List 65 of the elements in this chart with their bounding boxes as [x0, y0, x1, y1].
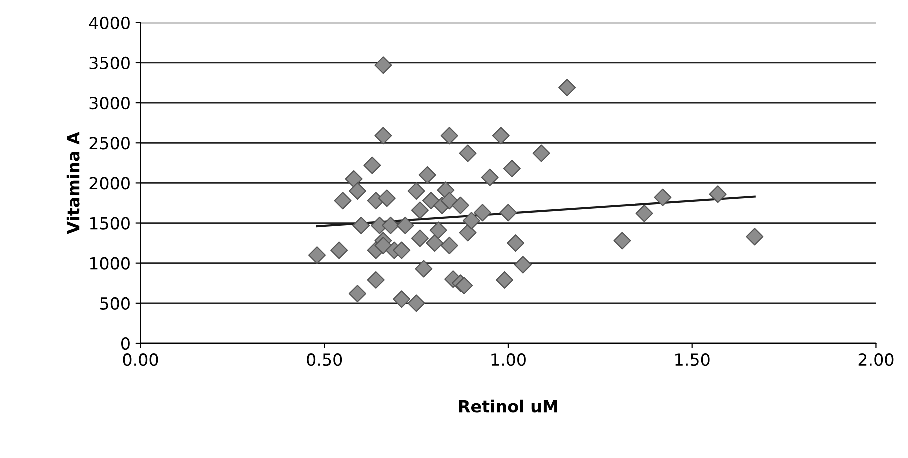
point [440, 236, 458, 254]
point [352, 216, 370, 234]
point [348, 182, 366, 200]
point [481, 168, 499, 186]
y-tick-label: 3500 [90, 56, 130, 70]
x-tick-label: 0.50 [307, 354, 342, 366]
y-tick-label: 500 [100, 297, 130, 310]
point [709, 186, 727, 204]
point [503, 160, 521, 178]
x-tick-label: 0.00 [123, 354, 158, 366]
point [492, 127, 510, 145]
y-tick-label: 1000 [90, 257, 130, 270]
point [334, 192, 352, 210]
point [308, 246, 326, 264]
point [367, 271, 385, 289]
point [426, 234, 444, 252]
point [418, 166, 436, 184]
point [514, 256, 532, 274]
x-axis-title: Retinol uM [459, 400, 558, 413]
x-tick-label: 2.00 [858, 354, 894, 366]
point [459, 224, 477, 242]
point [456, 277, 474, 295]
x-tick-label: 1.00 [492, 354, 526, 366]
point [654, 188, 672, 206]
y-tick-label: 3000 [90, 97, 130, 110]
y-tick-label: 1500 [90, 217, 130, 230]
point [636, 204, 654, 222]
point [348, 285, 366, 303]
point [507, 234, 525, 252]
point [408, 294, 426, 312]
point [496, 271, 514, 289]
point [614, 232, 632, 250]
point [330, 242, 348, 260]
point [462, 212, 480, 230]
point [452, 196, 470, 214]
point [415, 260, 433, 278]
point [440, 127, 458, 145]
point [345, 170, 363, 188]
point [378, 190, 396, 208]
point [374, 236, 392, 254]
point [459, 144, 477, 162]
point [532, 144, 550, 162]
point [500, 204, 518, 222]
y-tick-label: 2500 [90, 137, 130, 150]
y-tick-label: 2000 [90, 177, 130, 190]
point [422, 192, 440, 210]
point [364, 156, 382, 174]
point [374, 127, 392, 145]
x-tick-label: 1.50 [676, 354, 710, 366]
y-tick-label: 0 [122, 337, 130, 350]
point [440, 192, 458, 210]
y-axis-title: Vitamina A [66, 132, 80, 234]
point [411, 202, 429, 220]
point [393, 242, 411, 260]
point [746, 228, 764, 246]
point [393, 290, 411, 308]
point [374, 56, 392, 74]
point [396, 216, 414, 234]
y-tick-label: 4000 [89, 16, 130, 30]
point [382, 216, 400, 234]
point [474, 204, 492, 222]
point [408, 182, 426, 200]
point [558, 79, 576, 97]
point [430, 222, 448, 240]
point [411, 230, 429, 248]
